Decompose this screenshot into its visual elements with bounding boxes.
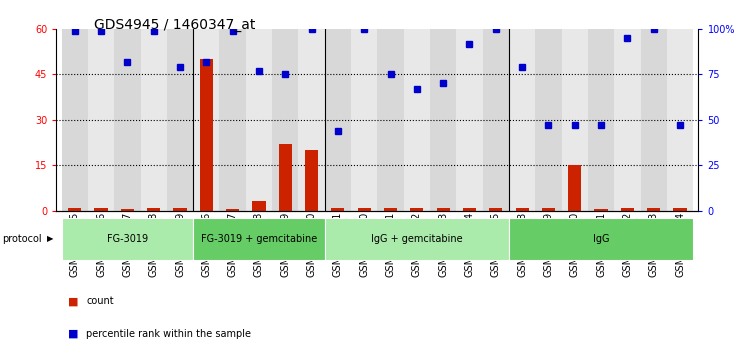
Text: ■: ■	[68, 329, 78, 339]
Bar	[674, 208, 686, 211]
Bar	[489, 208, 502, 211]
Bar	[378, 29, 404, 211]
Bar	[226, 209, 240, 211]
Text: IgG + gemcitabine: IgG + gemcitabine	[371, 234, 463, 244]
Bar	[95, 208, 107, 211]
Bar	[140, 29, 167, 211]
Bar	[621, 208, 634, 211]
Bar	[298, 29, 324, 211]
Text: percentile rank within the sample: percentile rank within the sample	[86, 329, 252, 339]
Bar	[351, 29, 378, 211]
Bar	[200, 59, 213, 211]
Text: ▶: ▶	[47, 234, 53, 243]
Bar	[457, 29, 483, 211]
Bar	[68, 208, 81, 211]
Bar	[410, 208, 424, 211]
Bar	[515, 208, 529, 211]
Text: count: count	[86, 296, 114, 306]
Bar	[305, 150, 318, 211]
Bar	[88, 29, 114, 211]
Bar	[562, 29, 588, 211]
Bar	[272, 29, 298, 211]
Bar	[542, 208, 555, 211]
Bar	[121, 209, 134, 211]
Bar	[569, 165, 581, 211]
Bar	[147, 208, 160, 211]
Bar	[173, 208, 186, 211]
Bar	[252, 201, 266, 211]
Bar	[246, 29, 272, 211]
Text: GDS4945 / 1460347_at: GDS4945 / 1460347_at	[94, 18, 255, 32]
Bar	[324, 29, 351, 211]
Bar	[331, 208, 345, 211]
Bar	[279, 144, 292, 211]
Bar	[647, 208, 660, 211]
Bar	[595, 209, 608, 211]
Bar	[463, 208, 476, 211]
Bar	[535, 29, 562, 211]
Bar	[614, 29, 641, 211]
Text: ■: ■	[68, 296, 78, 306]
Bar	[483, 29, 509, 211]
Text: protocol: protocol	[2, 234, 42, 244]
Bar	[114, 29, 140, 211]
Bar	[193, 29, 219, 211]
Bar	[430, 29, 457, 211]
Bar	[167, 29, 193, 211]
Bar	[588, 29, 614, 211]
Bar	[641, 29, 667, 211]
Text: IgG: IgG	[593, 234, 609, 244]
Bar	[436, 208, 450, 211]
Bar	[667, 29, 693, 211]
Bar	[219, 29, 246, 211]
Bar	[404, 29, 430, 211]
Bar	[509, 29, 535, 211]
Text: FG-3019 + gemcitabine: FG-3019 + gemcitabine	[201, 234, 317, 244]
Bar	[62, 29, 88, 211]
Bar	[384, 208, 397, 211]
Bar	[357, 208, 371, 211]
Text: FG-3019: FG-3019	[107, 234, 148, 244]
